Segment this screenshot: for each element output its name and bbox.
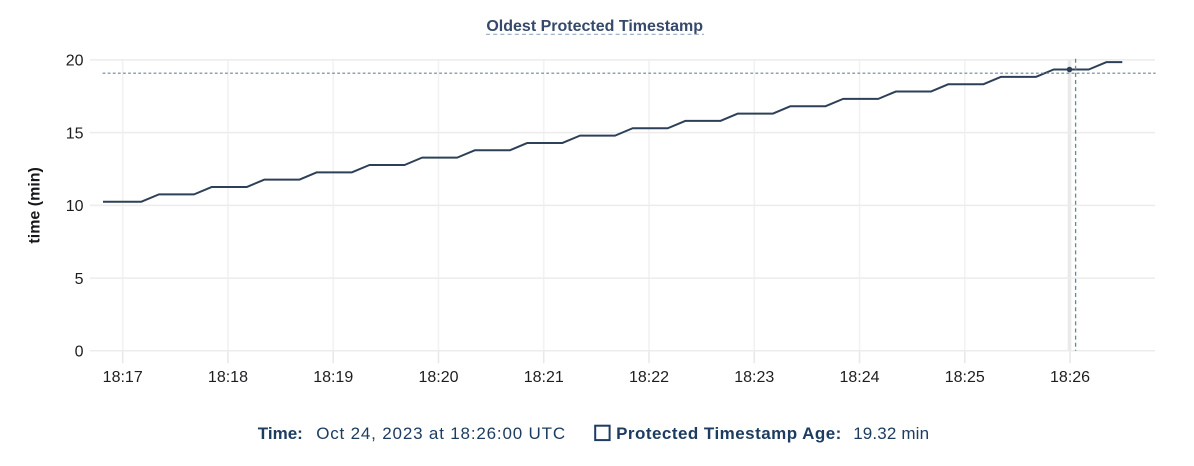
svg-text:18:19: 18:19 — [313, 369, 353, 386]
svg-text:18:18: 18:18 — [208, 369, 248, 386]
svg-text:18:23: 18:23 — [734, 369, 774, 386]
svg-text:20: 20 — [66, 53, 84, 70]
svg-text:Time:: Time: — [258, 424, 303, 443]
svg-text:18:21: 18:21 — [524, 369, 564, 386]
svg-text:Oldest Protected Timestamp: Oldest Protected Timestamp — [486, 18, 703, 35]
svg-text:Protected Timestamp Age:: Protected Timestamp Age: — [616, 424, 842, 443]
svg-text:18:17: 18:17 — [103, 369, 143, 386]
svg-text:Oct 24, 2023 at 18:26:00 UTC: Oct 24, 2023 at 18:26:00 UTC — [316, 424, 566, 443]
svg-text:15: 15 — [66, 125, 84, 142]
svg-text:18:22: 18:22 — [629, 369, 669, 386]
svg-text:time (min): time (min) — [26, 167, 43, 243]
svg-text:0: 0 — [75, 344, 84, 361]
svg-text:10: 10 — [66, 198, 84, 215]
svg-text:18:25: 18:25 — [945, 369, 985, 386]
svg-text:5: 5 — [75, 271, 84, 288]
svg-text:18:26: 18:26 — [1050, 369, 1090, 386]
svg-text:18:24: 18:24 — [839, 369, 879, 386]
svg-text:19.32 min: 19.32 min — [853, 424, 929, 443]
svg-text:18:20: 18:20 — [418, 369, 458, 386]
